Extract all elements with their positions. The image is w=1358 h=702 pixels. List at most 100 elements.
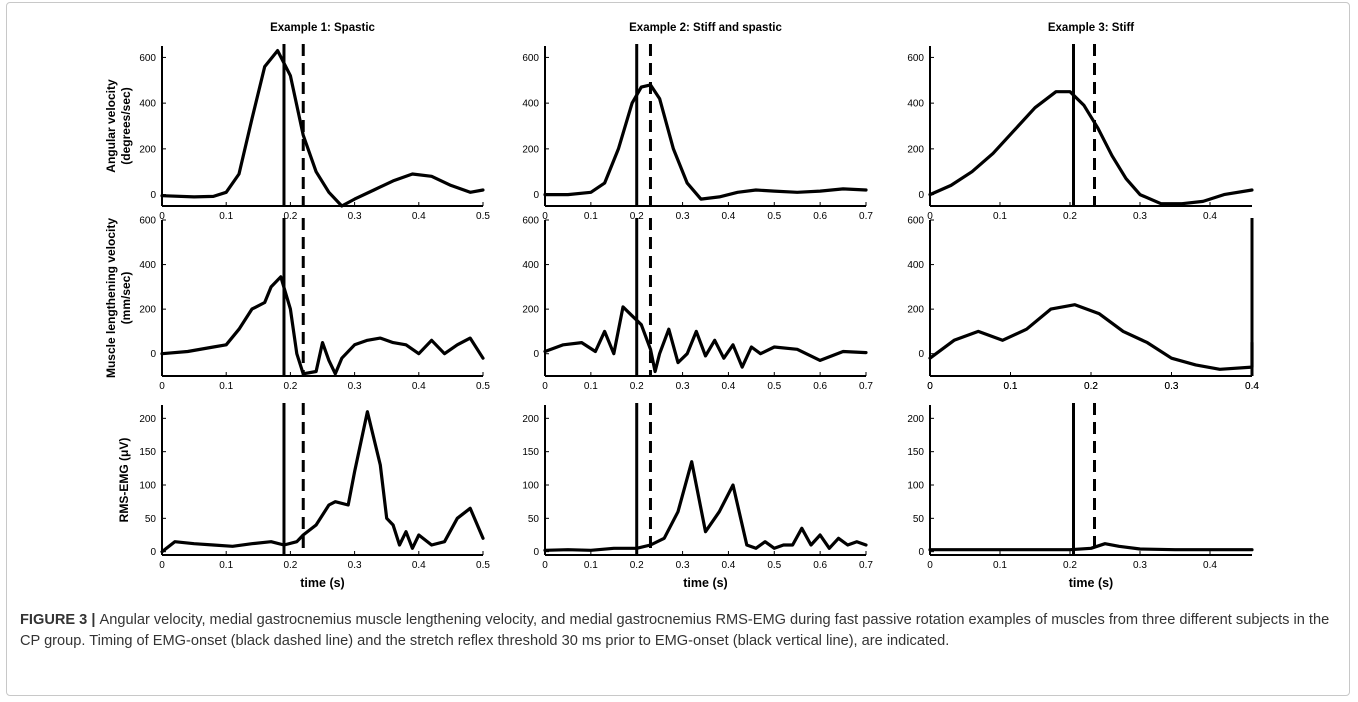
x-tick-label: 0.7 — [859, 560, 873, 571]
chart-panel-8: 0 50 100 150 200 0 0.1 0.2 0.3 0.4 0.5 0.6 0.7 time (… — [522, 403, 873, 590]
x-tick-label: 0.6 — [813, 381, 827, 392]
y-tick-label: 200 — [522, 144, 539, 155]
x-tick-label: 0.2 — [1063, 560, 1077, 571]
y-tick-label: 600 — [522, 216, 539, 227]
x-tick-label: 0.4 — [1245, 381, 1259, 392]
x-tick-label: 0.1 — [993, 211, 1007, 222]
x-tick-label: 0.3 — [1133, 560, 1147, 571]
y-tick-label: 100 — [907, 481, 924, 492]
y-tick-label: 50 — [528, 514, 540, 525]
x-tick-label: 0.3 — [348, 381, 362, 392]
x-tick-label: 0.1 — [993, 560, 1007, 571]
x-tick-label: 0 — [159, 560, 165, 571]
chart-panel-4: 0 200 400 600 0 0.1 0.2 0.3 0.4 0.5 — [139, 216, 490, 393]
x-tick-label: 0 — [927, 560, 933, 571]
chart-panel-2: 0 200 400 600 0 0.1 0.2 0.3 0.4 0.5 0.6 0.7 Example … — [522, 22, 873, 222]
x-tick-label: 0 — [542, 560, 548, 571]
data-line — [160, 275, 485, 376]
x-tick-label: 0.3 — [676, 211, 690, 222]
y-axis-label: RMS-EMG (μV) — [117, 438, 131, 523]
x-axis-label: time (s) — [683, 576, 727, 590]
figure-caption: FIGURE 3 | Angular velocity, medial gast… — [20, 610, 1330, 652]
caption-separator: | — [87, 612, 100, 628]
x-tick-label: 0.2 — [283, 560, 297, 571]
x-tick-label: 0.3 — [348, 211, 362, 222]
y-tick-label: 200 — [139, 414, 156, 425]
y-tick-label: 0 — [918, 349, 924, 360]
x-tick-label: 0.2 — [1063, 211, 1077, 222]
data-line — [160, 48, 485, 208]
x-tick-label: 0.3 — [676, 381, 690, 392]
y-tick-label: 150 — [139, 447, 156, 458]
x-tick-label: 0.4 — [1203, 211, 1217, 222]
x-axis-label: time (s) — [1069, 576, 1113, 590]
x-tick-label: 0.4 — [412, 381, 426, 392]
x-tick-label: 0.5 — [767, 560, 781, 571]
x-tick-label: 0.5 — [767, 381, 781, 392]
chart-panel-9: 0 50 100 150 200 0 0.1 0.2 0.3 0.4 time (s) — [907, 403, 1254, 590]
y-tick-label: 0 — [533, 349, 539, 360]
chart-panel-7: 0 50 100 150 200 0 0.1 0.2 0.3 0.4 0.5 time (s) — [139, 403, 490, 590]
chart-panel-1: 0 200 400 600 0 0.1 0.2 0.3 0.4 0.5 Example 1: Spa… — [139, 22, 490, 222]
x-tick-label: 0.7 — [859, 381, 873, 392]
x-tick-label: 0.1 — [219, 381, 233, 392]
y-tick-label: 50 — [145, 514, 157, 525]
chart-title: Example 2: Stiff and spastic — [629, 22, 782, 34]
x-tick-label: 0 — [159, 381, 165, 392]
y-tick-label: 0 — [918, 547, 924, 558]
x-tick-label: 0.6 — [813, 560, 827, 571]
x-tick-label: 0.1 — [219, 560, 233, 571]
y-axis-label-line: (mm/sec) — [119, 272, 133, 325]
y-axis-label-line: Angular velocity — [104, 79, 118, 173]
data-line — [543, 460, 868, 552]
x-tick-label: 0.2 — [1084, 381, 1098, 392]
y-axis-label-line: (degrees/sec) — [119, 87, 133, 164]
y-tick-label: 200 — [522, 305, 539, 316]
y-tick-label: 600 — [139, 216, 156, 227]
x-tick-label: 0.1 — [219, 211, 233, 222]
y-tick-label: 600 — [907, 216, 924, 227]
y-tick-label: 200 — [522, 414, 539, 425]
y-tick-label: 200 — [907, 305, 924, 316]
chart-panel-3: 0 200 400 600 0 0.1 0.2 0.3 0.4 Example 3: Stiff — [907, 22, 1254, 222]
x-tick-label: 0.1 — [1004, 381, 1018, 392]
y-tick-label: 600 — [907, 53, 924, 64]
caption-text: Angular velocity, medial gastrocnemius m… — [20, 612, 1330, 649]
x-tick-label: 0.4 — [412, 560, 426, 571]
x-tick-label: 0 — [927, 381, 933, 392]
x-tick-label: 0.1 — [584, 211, 598, 222]
y-tick-label: 600 — [139, 53, 156, 64]
data-line — [928, 542, 1254, 552]
y-tick-label: 400 — [522, 99, 539, 110]
x-tick-label: 0.4 — [721, 381, 735, 392]
x-tick-label: 0.6 — [813, 211, 827, 222]
x-tick-label: 0.5 — [476, 381, 490, 392]
y-tick-label: 0 — [918, 190, 924, 201]
y-tick-label: 400 — [907, 260, 924, 271]
chart-title: Example 3: Stiff — [1048, 22, 1134, 34]
x-tick-label: 0.1 — [584, 381, 598, 392]
x-tick-label: 0 — [927, 381, 933, 392]
y-tick-label: 0 — [150, 190, 156, 201]
x-tick-label: 0.5 — [767, 211, 781, 222]
x-tick-label: 0.3 — [676, 560, 690, 571]
data-line — [543, 83, 868, 201]
y-axis-label-line: Muscle lengthening velocity — [104, 218, 118, 378]
y-tick-label: 600 — [522, 53, 539, 64]
figure-frame — [6, 2, 1350, 696]
data-line — [543, 305, 868, 374]
y-tick-label: 400 — [907, 99, 924, 110]
y-axis-label-line: RMS-EMG (μV) — [117, 438, 131, 523]
y-tick-label: 50 — [913, 514, 925, 525]
x-tick-label: 0.2 — [1084, 381, 1098, 392]
x-tick-label: 0.2 — [630, 560, 644, 571]
x-tick-label: 0.2 — [630, 211, 644, 222]
x-tick-label: 0.2 — [283, 381, 297, 392]
x-tick-label: 0.3 — [348, 560, 362, 571]
y-tick-label: 0 — [533, 190, 539, 201]
y-tick-label: 200 — [907, 144, 924, 155]
y-tick-label: 400 — [139, 260, 156, 271]
x-tick-label: 0 — [542, 381, 548, 392]
